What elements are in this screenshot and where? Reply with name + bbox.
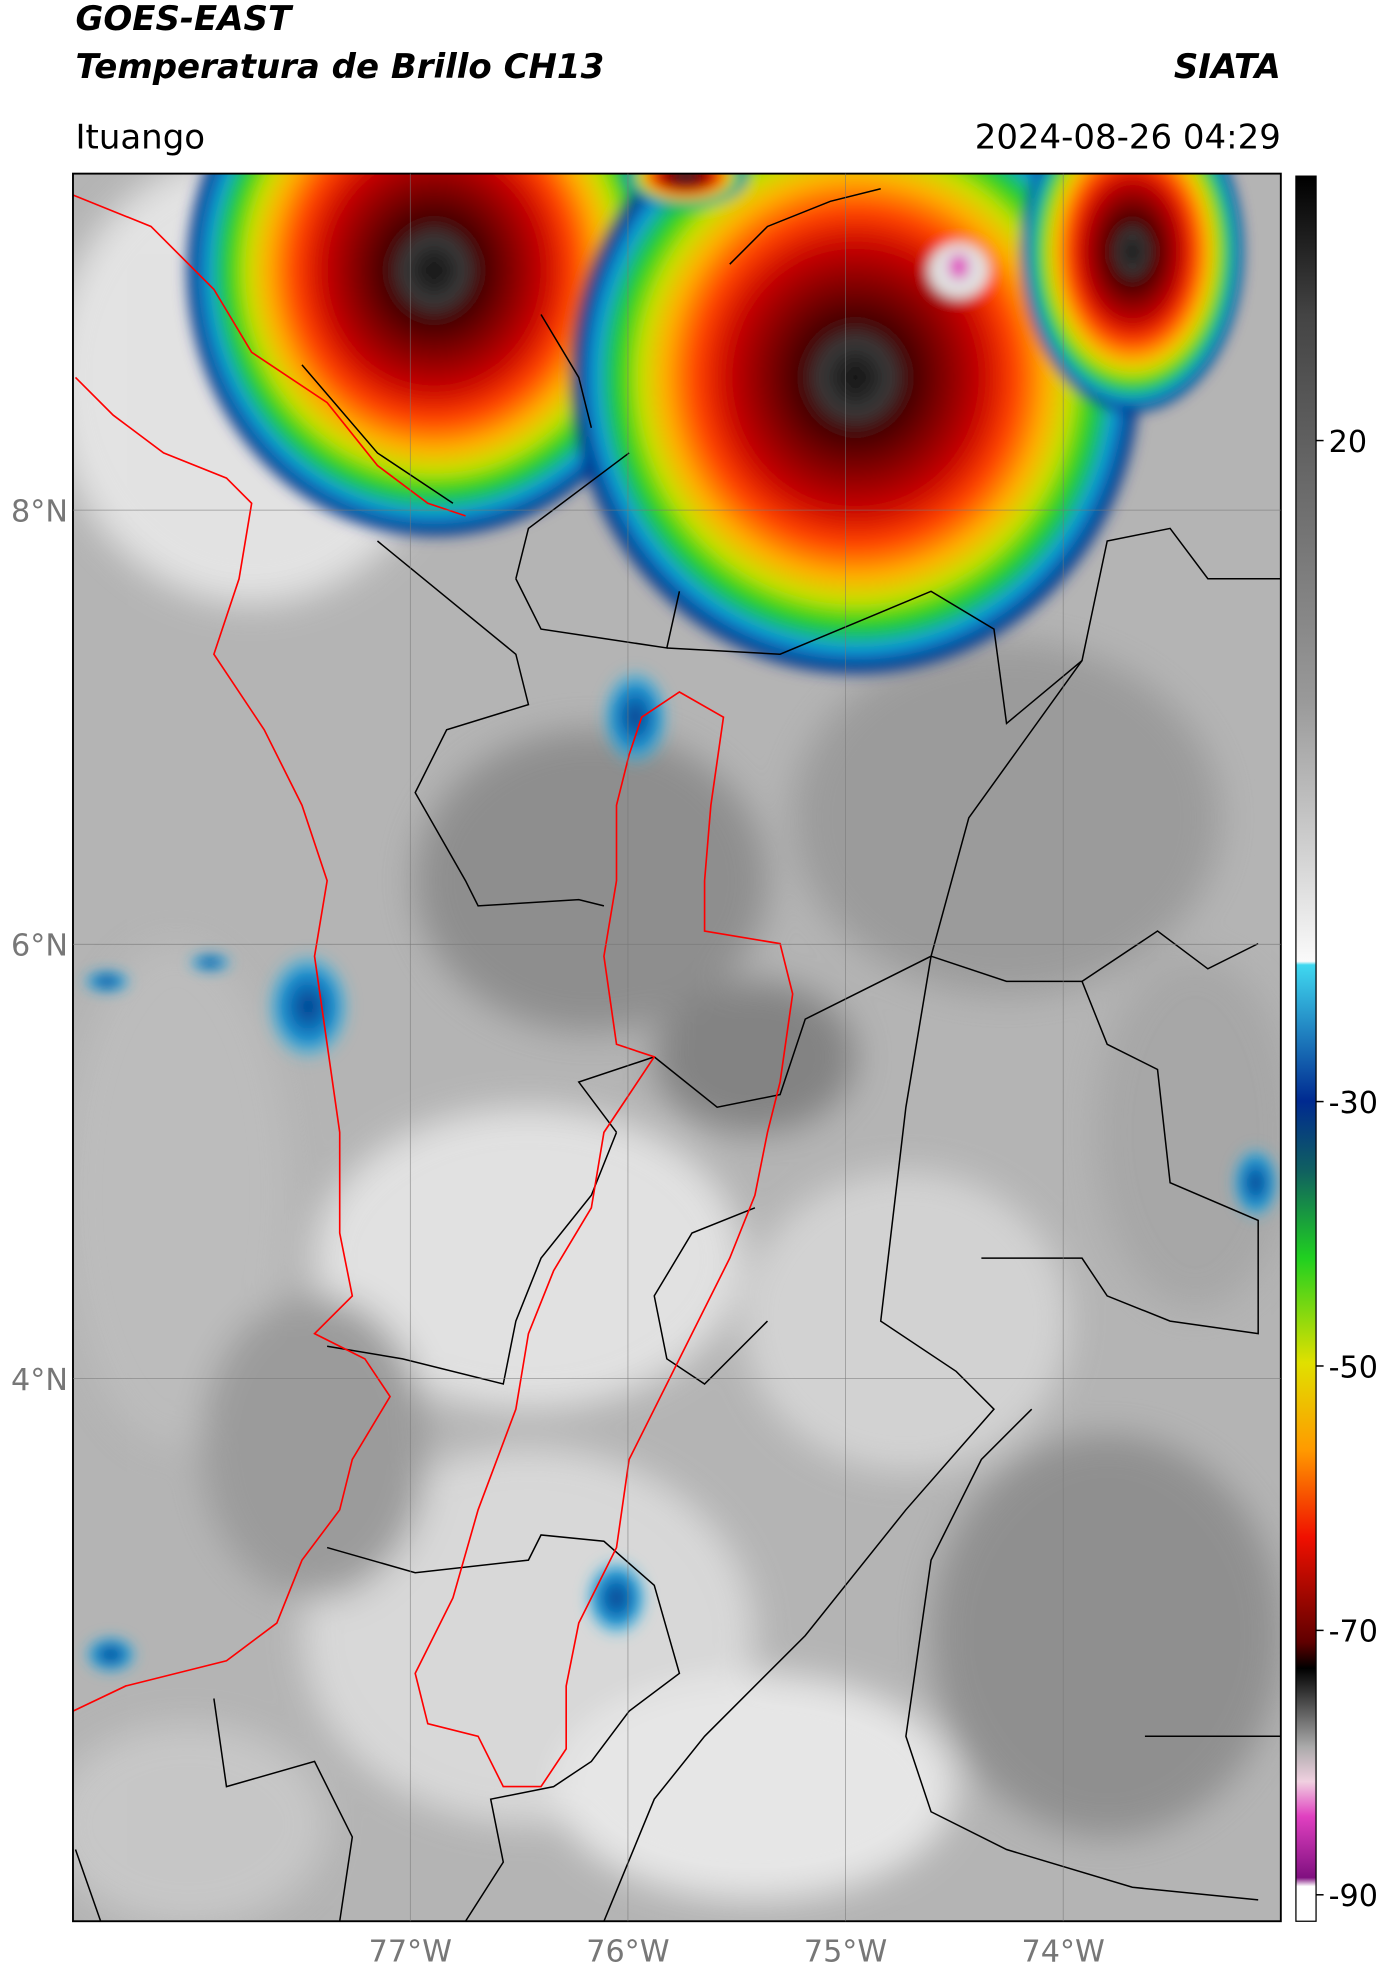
subtitle: Temperatura de Brillo CH13: [75, 47, 604, 87]
lon-label: 75°W: [804, 1934, 887, 1969]
lat-label: 8°N: [11, 494, 68, 529]
colorbar: [1295, 175, 1317, 1922]
ticks: 8°N 6°N 4°N 77°W 76°W 75°W 74°W 20 -30 -50 -70 -90: [11, 173, 1378, 1969]
lat-label: 6°N: [11, 929, 68, 964]
map-frame: [72, 172, 1282, 1923]
colorbar-tick-label: -90: [1329, 1879, 1378, 1914]
colorbar-tick-label: -30: [1329, 1086, 1378, 1121]
colorbar-tick-label: -50: [1329, 1350, 1378, 1385]
satellite-map: [72, 173, 1281, 1922]
lon-label: 74°W: [1022, 1934, 1105, 1969]
colorbar-tick-label: -70: [1329, 1615, 1378, 1650]
lon-label: 76°W: [586, 1934, 669, 1969]
location: Ituango: [75, 117, 205, 157]
title: GOES-EAST: [75, 0, 293, 39]
agency: SIATA: [1174, 47, 1281, 87]
datetime: 2024-08-26 04:29: [975, 117, 1281, 157]
lat-label: 4°N: [11, 1363, 68, 1398]
lon-label: 77°W: [369, 1934, 452, 1969]
colorbar-tick-label: 20: [1329, 425, 1367, 460]
